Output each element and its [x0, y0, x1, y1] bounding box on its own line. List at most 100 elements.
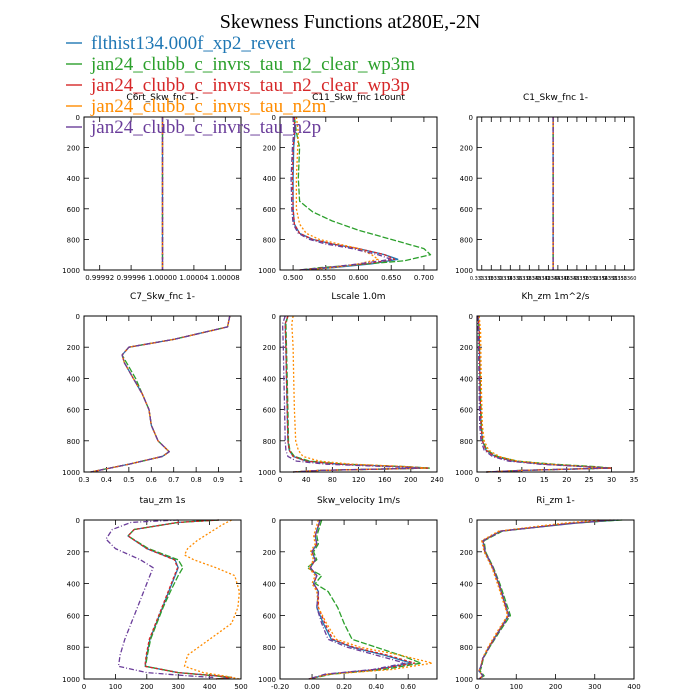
legend-entry: jan24_clubb_c_invrs_tau_n2_clear_wp3m — [66, 54, 415, 75]
y-tick-label: 0 — [272, 517, 276, 525]
y-tick-label: 800 — [67, 644, 80, 652]
y-tick-label: 1000 — [62, 267, 80, 275]
panel-title: Kh_zm 1m^2/s — [522, 292, 590, 302]
y-tick-label: 0 — [469, 517, 473, 525]
x-tick-label: 80 — [328, 476, 337, 484]
x-tick-label: 0.5 — [123, 476, 134, 484]
plot-frame — [279, 519, 438, 680]
plot-frame — [476, 519, 635, 680]
x-tick-label: 0.8 — [191, 476, 202, 484]
y-tick-label: 0 — [76, 517, 80, 525]
plot-frame — [83, 315, 242, 473]
legend-label: jan24_clubb_c_invrs_tau_n2p — [90, 117, 321, 138]
y-tick-label: 800 — [460, 236, 473, 244]
series-line — [281, 315, 422, 473]
panel-title: Lscale 1.0m — [331, 292, 385, 302]
x-tick-label: 0.20 — [336, 683, 352, 691]
x-tick-label: 0.6 — [146, 476, 158, 484]
y-tick-label: 400 — [263, 375, 276, 383]
y-tick-label: 800 — [460, 438, 473, 446]
x-tick-label: 30 — [607, 476, 616, 484]
x-tick-label: 0.99992 — [85, 274, 114, 282]
y-tick-label: 200 — [460, 344, 473, 352]
x-tick-label: 0.7 — [168, 476, 179, 484]
y-tick-label: 800 — [67, 438, 80, 446]
x-tick-label: 10 — [517, 476, 526, 484]
x-tick-label: 20 — [562, 476, 571, 484]
x-tick-label: 0.99996 — [117, 274, 146, 282]
y-tick-label: 600 — [67, 612, 80, 620]
x-tick-label: 200 — [404, 476, 417, 484]
legend-label: jan24_clubb_c_invrs_tau_n2_clear_wp3m — [90, 54, 415, 75]
x-tick-label: 200 — [140, 683, 153, 691]
x-tick-label: 0.333352 — [574, 276, 598, 282]
panel-title: C11_Skw_fnc 1count — [312, 93, 405, 103]
x-tick-label: 0.60 — [400, 683, 416, 691]
y-tick-label: 200 — [263, 549, 276, 557]
x-tick-label: 0 — [475, 683, 479, 691]
y-tick-label: 400 — [67, 175, 80, 183]
y-tick-label: 200 — [67, 344, 80, 352]
y-tick-label: 0 — [469, 313, 473, 321]
plot-frame — [279, 315, 438, 473]
x-tick-label: 300 — [172, 683, 185, 691]
series-line — [291, 117, 396, 271]
x-tick-label: 0.40 — [368, 683, 384, 691]
x-tick-label: 120 — [352, 476, 365, 484]
x-tick-label: 160 — [378, 476, 391, 484]
x-tick-label: 0.333340 — [517, 276, 541, 282]
y-tick-label: 1000 — [455, 469, 473, 477]
series-line — [478, 519, 615, 680]
legend-entry: flthist134.000f_xp2_revert — [66, 33, 296, 54]
y-tick-label: 200 — [67, 549, 80, 557]
panel-title: tau_zm 1s — [139, 496, 185, 506]
series-line — [308, 519, 433, 680]
x-tick-label: 200 — [549, 683, 562, 691]
x-tick-label: 25 — [585, 476, 594, 484]
y-tick-label: 800 — [263, 644, 276, 652]
series-line — [127, 519, 233, 680]
y-tick-label: 400 — [460, 581, 473, 589]
x-tick-label: 0.333334 — [489, 276, 513, 282]
plot-frame — [279, 116, 438, 271]
y-tick-label: 0 — [76, 114, 80, 122]
x-tick-label: 35 — [630, 476, 639, 484]
series-line — [290, 116, 392, 271]
y-tick-label: 800 — [263, 438, 276, 446]
y-tick-label: 600 — [460, 407, 473, 415]
x-tick-label: 0 — [278, 476, 282, 484]
series-line — [284, 315, 430, 473]
x-tick-label: 0.333336 — [498, 276, 522, 282]
series-line — [183, 519, 241, 680]
legend-entry: jan24_clubb_c_invrs_tau_n2p — [66, 117, 321, 138]
y-tick-label: 400 — [263, 581, 276, 589]
panel-3: C1_Skw_fnc 1-020040060080010000.3333300.… — [455, 93, 636, 282]
plot-frame — [476, 116, 635, 271]
panel-8: Skw_velocity 1m/s 0 200 400 600 800 1000-0.20 0… — [258, 496, 438, 691]
x-tick-label: 0.600 — [348, 274, 368, 282]
x-tick-label: 500 — [234, 683, 247, 691]
panel-title: C1_Skw_fnc 1- — [523, 93, 588, 103]
y-tick-label: 200 — [460, 145, 473, 153]
y-tick-label: 600 — [263, 612, 276, 620]
y-tick-label: 800 — [263, 236, 276, 244]
series-line — [478, 519, 623, 680]
y-tick-label: 400 — [460, 375, 473, 383]
y-tick-label: 200 — [263, 145, 276, 153]
x-tick-label: 240 — [430, 476, 443, 484]
plot-frame — [83, 116, 242, 271]
series-line — [306, 519, 422, 680]
y-tick-label: 1000 — [258, 676, 276, 684]
x-tick-label: 5 — [497, 476, 501, 484]
y-tick-label: 1000 — [455, 676, 473, 684]
y-tick-label: 600 — [67, 407, 80, 415]
series-line — [291, 315, 426, 473]
series-line — [477, 315, 608, 473]
y-tick-label: 0 — [76, 313, 80, 321]
panel-title: Ri_zm 1- — [536, 496, 575, 506]
y-tick-label: 600 — [263, 407, 276, 415]
x-tick-label: 100 — [510, 683, 523, 691]
